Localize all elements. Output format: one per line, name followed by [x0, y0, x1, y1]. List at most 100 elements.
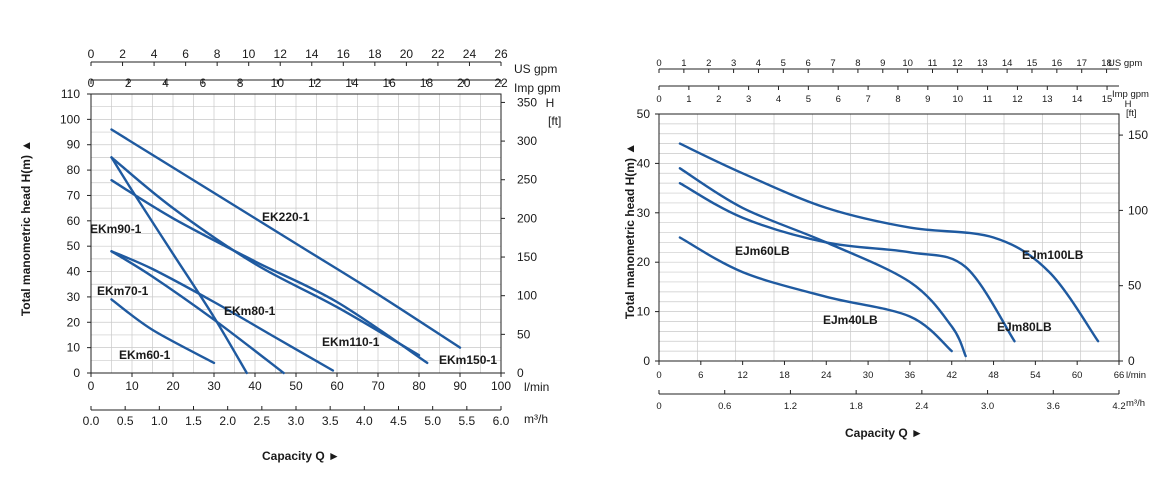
- y-tick-label: 20: [67, 315, 81, 329]
- curve-label-ek220-1: EK220-1: [262, 210, 310, 224]
- ft-tick-label: 250: [517, 173, 537, 187]
- x-axis-m3h: 0.0 0.5 1.0 1.5 2.0 2.5 3.0 3.5 4.0 4.5 5.0 5.5 6.0: [83, 406, 510, 428]
- us-tick-label: 10: [242, 47, 256, 61]
- y-tick-label: 40: [637, 156, 651, 170]
- y-tick-label: 50: [637, 107, 651, 121]
- curve-label-ejm60lb: EJm60LB: [735, 244, 790, 258]
- curve-label-ekm150-1: EKm150-1: [439, 353, 497, 367]
- imp-tick-label: 4: [162, 76, 169, 90]
- imp-tick-label: 6: [836, 94, 841, 105]
- x-axis-m3h: 0 0.6 1.2 1.8 2.4 3.0 3.6 4.2: [656, 390, 1126, 412]
- imp-tick-label: 1: [686, 94, 691, 105]
- y-tick-label: 40: [67, 265, 81, 279]
- imp-tick-label: 10: [271, 76, 285, 90]
- imp-tick-label: 13: [1042, 94, 1053, 105]
- x-tick-label: 24: [821, 370, 832, 381]
- imp-tick-label: 6: [199, 76, 206, 90]
- curve-ejm40lb: [678, 236, 953, 353]
- ft-tick-label: 100: [1128, 203, 1148, 217]
- y-tick-label: 30: [637, 206, 651, 220]
- y-tick-label: 70: [67, 188, 81, 202]
- ft-tick-label: 350: [517, 95, 537, 109]
- grid: [91, 94, 501, 373]
- m3h-axis-unit: m³/h: [1126, 398, 1145, 409]
- us-tick-label: 13: [977, 58, 988, 69]
- x-axis-unit: l/min: [1126, 370, 1146, 381]
- us-tick-label: 17: [1076, 58, 1087, 69]
- curve-ejm100lb: [678, 142, 1100, 343]
- y-tick-label: 10: [637, 305, 651, 319]
- curve-label-ejm100lb: EJm100LB: [1022, 248, 1084, 262]
- x-axis-lmin: 0 10 20 30 40 50 60 70 80 90 100: [88, 373, 511, 393]
- x-axis-title: Capacity Q ►: [262, 449, 340, 463]
- us-tick-label: 0: [656, 58, 661, 69]
- us-tick-label: 9: [880, 58, 885, 69]
- us-tick-label: 3: [731, 58, 736, 69]
- imp-tick-label: 15: [1102, 94, 1113, 105]
- m3h-tick-label: 5.5: [458, 414, 475, 428]
- us-tick-label: 15: [1027, 58, 1038, 69]
- x-tick-label: 54: [1030, 370, 1041, 381]
- ft-axis-unit: [ft]: [1126, 108, 1137, 119]
- y-tick-label: 10: [67, 341, 81, 355]
- x-tick-label: 80: [412, 379, 426, 393]
- curve-label-ekm110-1: EKm110-1: [322, 335, 380, 349]
- m3h-tick-label: 0: [656, 401, 661, 412]
- imp-tick-label: 8: [895, 94, 900, 105]
- m3h-tick-label: 1.2: [784, 401, 797, 412]
- m3h-tick-label: 4.5: [390, 414, 407, 428]
- curve-label-ekm60-1: EKm60-1: [119, 348, 171, 362]
- m3h-tick-label: 2.5: [253, 414, 270, 428]
- x-tick-label: 0: [656, 370, 661, 381]
- m3h-tick-label: 3.0: [288, 414, 305, 428]
- y-tick-label: 100: [60, 112, 80, 126]
- ft-tick-label: 150: [1128, 128, 1148, 142]
- curve-ekm110-1: [110, 156, 421, 357]
- y-tick-label: 0: [73, 366, 80, 380]
- us-tick-label: 7: [830, 58, 835, 69]
- ft-axis: 0 50 100 150: [1119, 128, 1148, 368]
- ft-tick-label: 300: [517, 134, 537, 148]
- y-axis-title: Total manometric head H(m) ▲: [623, 143, 637, 319]
- y-tick-label: 110: [61, 87, 80, 101]
- imp-tick-label: 12: [1012, 94, 1023, 105]
- series-group: EK220-1 EKm90-1 EKm70-1 EKm60-1 EKm80-1 EKm11…: [90, 128, 497, 375]
- us-tick-label: 16: [1052, 58, 1063, 69]
- x-tick-label: 12: [737, 370, 748, 381]
- y-tick-label: 50: [67, 239, 81, 253]
- m3h-tick-label: 0.6: [718, 401, 731, 412]
- ft-axis-unit: [ft]: [548, 114, 561, 128]
- y-tick-label: 30: [67, 290, 81, 304]
- us-tick-label: 14: [1002, 58, 1013, 69]
- imp-tick-label: 16: [383, 76, 397, 90]
- y-tick-label: 80: [67, 163, 81, 177]
- imp-tick-label: 0: [656, 94, 661, 105]
- imp-tick-label: 10: [952, 94, 963, 105]
- x-axis-unit: l/min: [524, 380, 549, 394]
- plot-frame: [658, 113, 1120, 362]
- imp-tick-label: 0: [88, 76, 95, 90]
- curve-ekm60-1: [110, 298, 216, 365]
- x-axis-us-gpm: 0 1 2 3 4 5 6 7 8 9 10 11 12 13 14 15 16 17 18: [656, 58, 1119, 73]
- m3h-tick-label: 4.2: [1112, 401, 1125, 412]
- x-axis-imp-gpm: 0 1 2 3 4 5 6 7 8 9 10 11 12 13 14 15: [656, 85, 1119, 105]
- us-axis-unit: US gpm: [514, 62, 557, 76]
- us-tick-label: 10: [902, 58, 913, 69]
- curve-label-ekm80-1: EKm80-1: [224, 304, 276, 318]
- imp-tick-label: 22: [494, 76, 508, 90]
- x-tick-label: 66: [1114, 370, 1125, 381]
- ft-tick-label: 50: [1128, 279, 1142, 293]
- x-axis-title: Capacity Q ►: [845, 426, 923, 440]
- curve-label-ejm40lb: EJm40LB: [823, 313, 878, 327]
- y-tick-label: 0: [643, 354, 650, 368]
- curve-ekm90-1: [110, 156, 248, 375]
- curve-ek220-1: [110, 128, 462, 349]
- us-tick-label: 2: [706, 58, 711, 69]
- x-tick-label: 40: [248, 379, 262, 393]
- ft-tick-label: 150: [517, 250, 537, 264]
- imp-tick-label: 12: [308, 76, 322, 90]
- x-axis-imp-gpm: 0 2 4 6 8 10 12 14 16 18 20 22: [88, 76, 508, 90]
- imp-tick-label: 5: [806, 94, 811, 105]
